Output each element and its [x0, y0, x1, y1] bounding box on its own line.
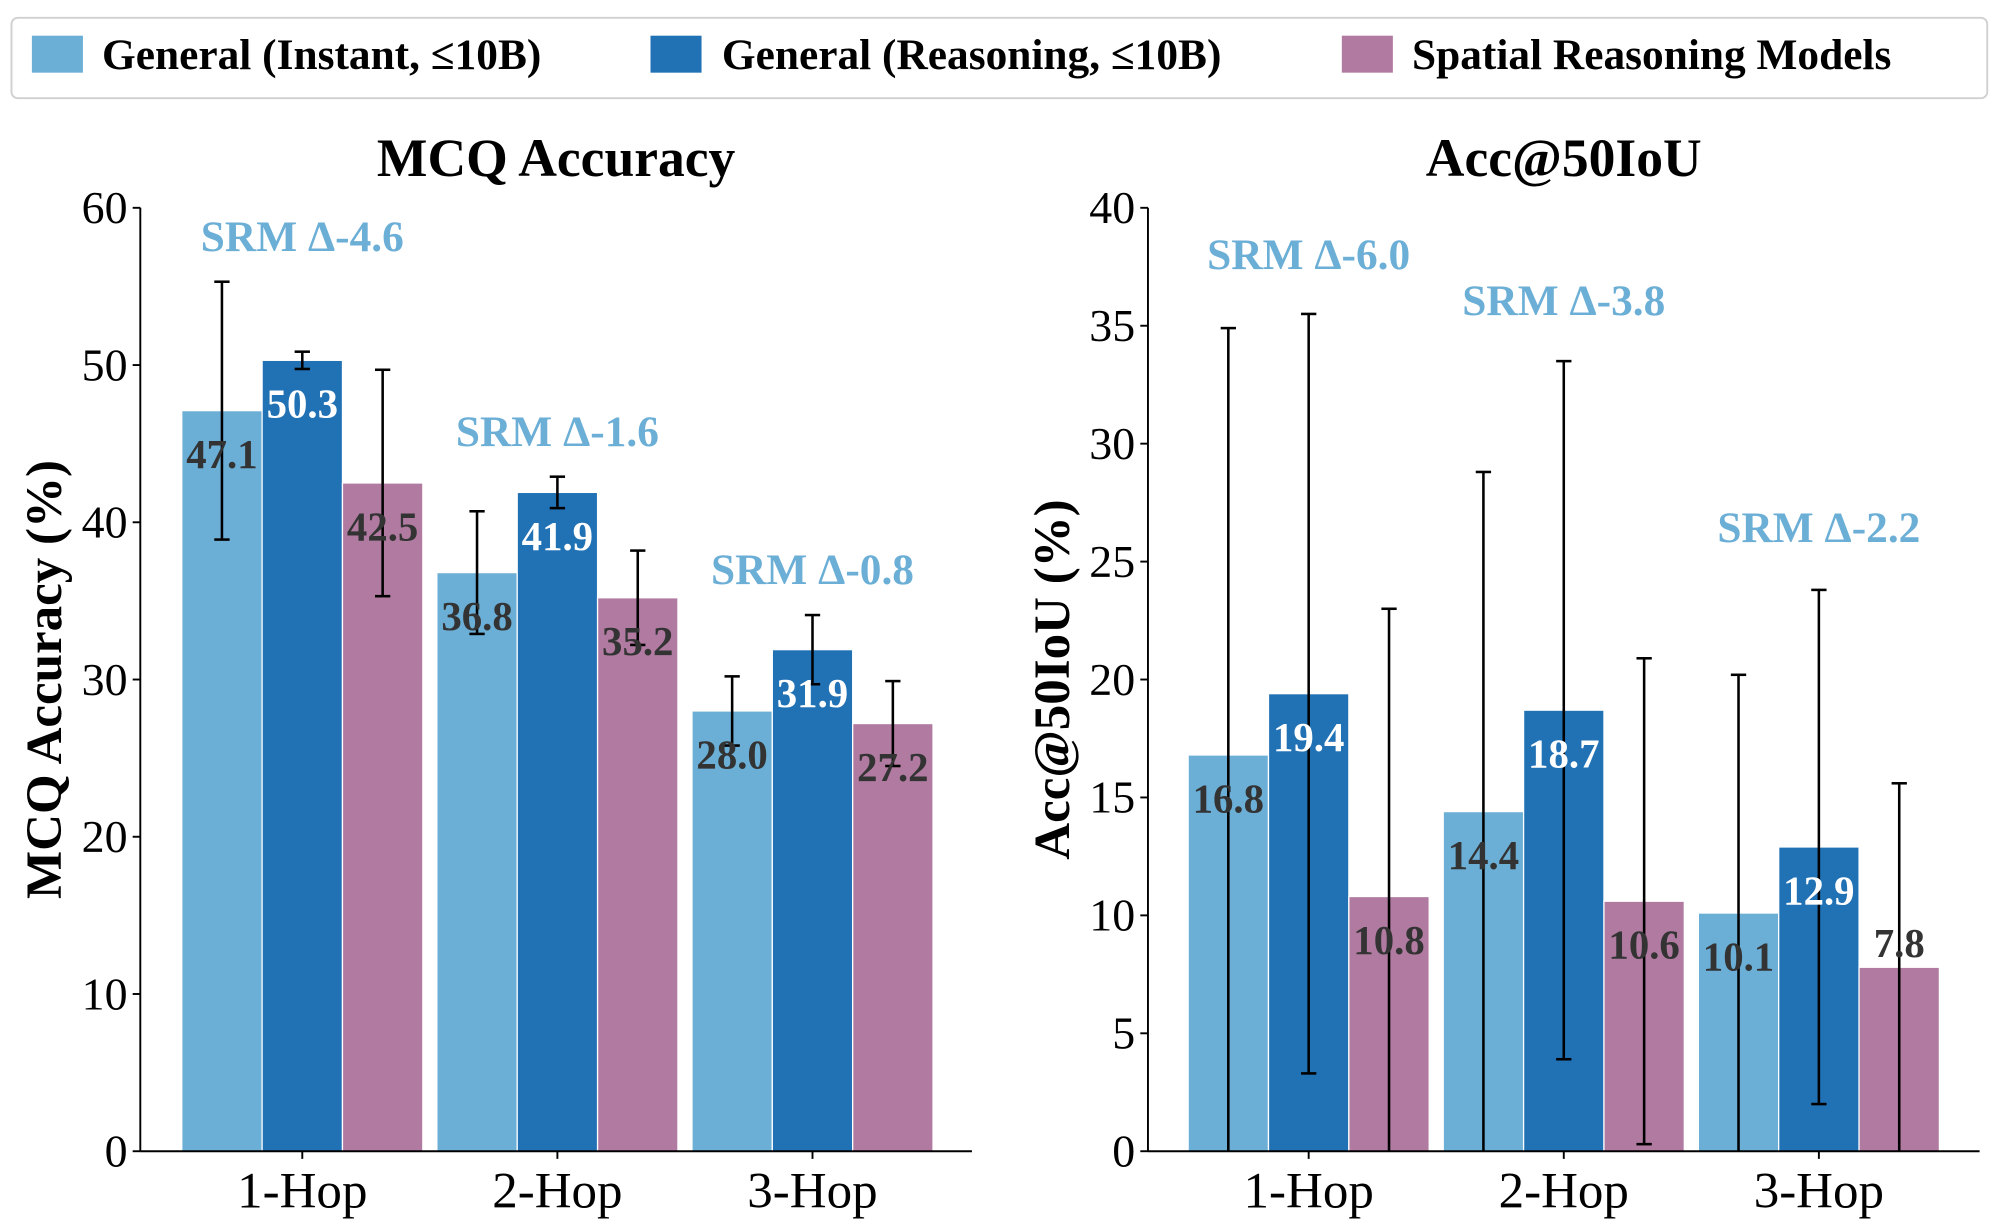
srm-delta-annotation-1-Hop: SRM Δ-6.0 [1207, 231, 1410, 279]
bar-srm-3-Hop [852, 722, 934, 1152]
value-label-instant-1-Hop: 16.8 [1193, 776, 1264, 821]
x-tick-label: 1-Hop [237, 1163, 367, 1219]
value-label-reasoning-2-Hop: 41.9 [522, 514, 593, 559]
legend: General (Instant, ≤10B) General (Reasoni… [10, 16, 1989, 100]
y-axis-label: Acc@50IoU (%) [1025, 499, 1081, 859]
y-tick-label: 60 [82, 182, 128, 233]
srm-delta-annotation-1-Hop: SRM Δ-4.6 [201, 213, 404, 261]
x-tick-label: 3-Hop [1754, 1163, 1884, 1219]
bar-srm-2-Hop [596, 597, 679, 1152]
y-tick-label: 40 [1089, 182, 1135, 233]
y-tick-label: 10 [82, 968, 128, 1019]
value-label-instant-1-Hop: 47.1 [186, 432, 257, 477]
y-tick-label: 0 [1112, 1126, 1135, 1177]
value-label-srm-2-Hop: 35.2 [602, 619, 673, 664]
x-tick-label: 3-Hop [747, 1163, 877, 1219]
legend-label-reasoning: General (Reasoning, ≤10B) [722, 31, 1221, 79]
value-label-instant-3-Hop: 10.1 [1703, 934, 1774, 979]
mcq-accuracy-chart: MCQ Accuracy MCQ Accuracy (%) 47.1 36.8 28.0… [17, 128, 972, 1219]
x-tick-label: 2-Hop [492, 1163, 622, 1219]
legend-swatch-instant [31, 35, 83, 73]
y-tick-label: 15 [1089, 772, 1135, 823]
srm-delta-annotation-2-Hop: SRM Δ-3.8 [1462, 277, 1665, 325]
value-label-reasoning-2-Hop: 18.7 [1528, 732, 1599, 777]
value-label-srm-1-Hop: 10.8 [1353, 918, 1424, 963]
acc50iou-chart: Acc@50IoU Acc@50IoU (%) 16.8 14.4 10.1 19.4 18… [1025, 128, 1980, 1219]
y-tick-label: 20 [1089, 654, 1135, 705]
value-label-instant-2-Hop: 14.4 [1448, 833, 1519, 878]
chart-title: Acc@50IoU [1426, 128, 1702, 188]
y-tick-label: 25 [1089, 536, 1135, 587]
x-tick-label: 2-Hop [1499, 1163, 1629, 1219]
value-label-srm-2-Hop: 10.6 [1608, 923, 1679, 968]
bar-reasoning-1-Hop [261, 359, 344, 1152]
y-tick-label: 30 [1089, 418, 1135, 469]
x-tick-label: 1-Hop [1243, 1163, 1373, 1219]
legend-swatch-srm [1341, 35, 1393, 73]
legend-frame [10, 16, 1989, 100]
value-label-instant-3-Hop: 28.0 [696, 732, 767, 777]
value-label-reasoning-3-Hop: 31.9 [777, 671, 848, 716]
y-axis-label: MCQ Accuracy (%) [17, 460, 73, 899]
srm-delta-annotation-3-Hop: SRM Δ-0.8 [711, 546, 914, 594]
bar-reasoning-3-Hop [771, 649, 854, 1152]
srm-delta-annotation-3-Hop: SRM Δ-2.2 [1717, 504, 1920, 552]
bar-reasoning-2-Hop [516, 491, 599, 1152]
value-label-instant-2-Hop: 36.8 [441, 594, 512, 639]
y-tick-label: 10 [1089, 890, 1135, 941]
y-tick-label: 35 [1089, 300, 1135, 351]
value-label-srm-3-Hop: 27.2 [857, 745, 928, 790]
chart-title: MCQ Accuracy [377, 128, 736, 188]
srm-delta-annotation-2-Hop: SRM Δ-1.6 [456, 408, 659, 456]
value-label-reasoning-3-Hop: 12.9 [1783, 868, 1854, 913]
y-tick-label: 50 [82, 339, 128, 390]
legend-swatch-reasoning [650, 35, 702, 73]
y-tick-label: 30 [82, 654, 128, 705]
y-tick-label: 20 [82, 811, 128, 862]
legend-label-srm: Spatial Reasoning Models [1412, 31, 1891, 79]
y-tick-label: 5 [1112, 1008, 1135, 1059]
value-label-reasoning-1-Hop: 50.3 [267, 382, 338, 427]
y-tick-label: 40 [82, 497, 128, 548]
value-label-srm-1-Hop: 42.5 [347, 504, 418, 549]
value-label-reasoning-1-Hop: 19.4 [1273, 715, 1344, 760]
legend-label-instant: General (Instant, ≤10B) [102, 31, 541, 79]
bar-instant-2-Hop [436, 571, 518, 1152]
y-tick-label: 0 [105, 1126, 128, 1177]
value-label-srm-3-Hop: 7.8 [1874, 921, 1925, 966]
